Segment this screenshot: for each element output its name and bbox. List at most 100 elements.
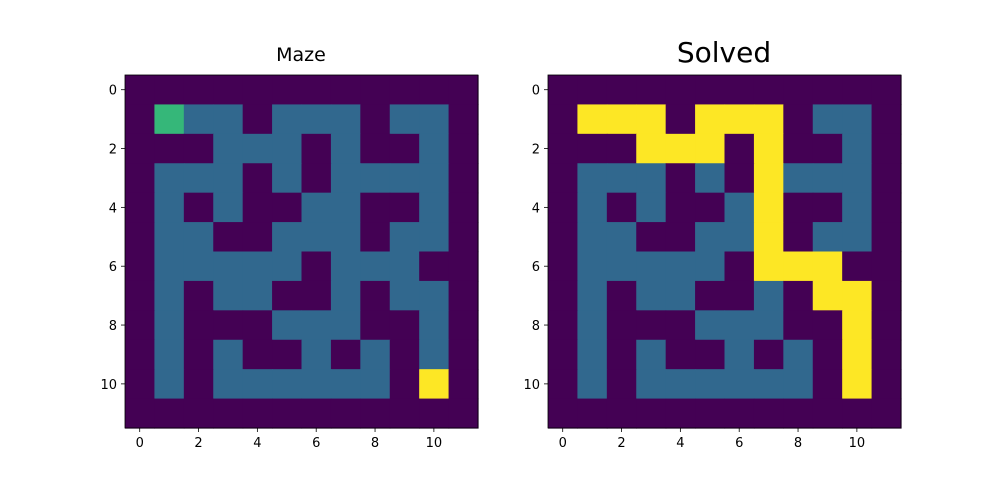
heatmap-cell-r2-c4 (243, 134, 273, 164)
heatmap-cell-r5-c8 (360, 222, 390, 252)
heatmap-cell-r7-c2 (607, 281, 637, 311)
heatmap-cell-r2-c5 (272, 134, 302, 164)
heatmap-cell-r5-c1 (577, 222, 607, 252)
heatmap-cell-r5-c10 (419, 222, 449, 252)
heatmap-cell-r3-c7 (754, 163, 784, 193)
heatmap-cell-r4-c7 (331, 193, 361, 223)
heatmap-cell-r5-c4 (666, 222, 696, 252)
heatmap-cell-r1-c2 (184, 104, 214, 134)
heatmap-cell-r4-c1 (577, 193, 607, 223)
heatmap-cell-r4-c2 (607, 193, 637, 223)
heatmap-cell-r6-c3 (213, 252, 243, 282)
heatmap-cell-r2-c1 (577, 134, 607, 164)
heatmap-cell-r10-c3 (213, 369, 243, 399)
heatmap-cell-r4-c10 (419, 193, 449, 223)
heatmap-cell-r6-c9 (813, 252, 843, 282)
heatmap-cell-r11-c4 (666, 399, 696, 429)
heatmap-cell-r1-c10 (419, 104, 449, 134)
heatmap-cell-r11-c9 (813, 399, 843, 429)
heatmap-cell-r9-c11 (449, 340, 479, 370)
heatmap-cell-r4-c4 (666, 193, 696, 223)
heatmap-cell-r7-c7 (754, 281, 784, 311)
heatmap-cell-r0-c7 (331, 75, 361, 105)
heatmap-cell-r0-c8 (783, 75, 813, 105)
x-tick-label: 8 (794, 436, 802, 451)
heatmap-cell-r6-c7 (331, 252, 361, 282)
heatmap-cell-r3-c3 (213, 163, 243, 193)
y-tick-label: 0 (109, 84, 117, 99)
heatmap-cell-r5-c5 (272, 222, 302, 252)
heatmap-cell-r8-c0 (548, 310, 578, 340)
heatmap-cell-r3-c9 (813, 163, 843, 193)
heatmap-cell-r3-c2 (184, 163, 214, 193)
heatmap-cell-r7-c0 (125, 281, 155, 311)
heatmap-cell-r8-c8 (783, 310, 813, 340)
y-tick-label: 8 (532, 319, 540, 334)
heatmap-cell-r2-c1 (154, 134, 184, 164)
heatmap-cell-r5-c6 (725, 222, 755, 252)
heatmap-cell-r5-c9 (390, 222, 420, 252)
heatmap-cell-r7-c10 (419, 281, 449, 311)
heatmap-cell-r3-c4 (666, 163, 696, 193)
heatmap-cell-r2-c6 (725, 134, 755, 164)
heatmap-cell-r1-c4 (243, 104, 273, 134)
y-tick-label: 2 (109, 143, 117, 158)
y-tick-label: 8 (109, 319, 117, 334)
heatmap-cell-r5-c1 (154, 222, 184, 252)
heatmap-cell-r11-c2 (184, 399, 214, 429)
heatmap-cell-r7-c4 (666, 281, 696, 311)
heatmap-cell-r7-c2 (184, 281, 214, 311)
heatmap-cell-r0-c4 (243, 75, 273, 105)
heatmap-cell-r1-c2 (607, 104, 637, 134)
heatmap-cell-r7-c1 (154, 281, 184, 311)
heatmap-cell-r8-c4 (666, 310, 696, 340)
heatmap-cell-r2-c3 (636, 134, 666, 164)
heatmap-cell-r9-c7 (331, 340, 361, 370)
heatmap-cell-r11-c8 (783, 399, 813, 429)
heatmap-cell-r3-c1 (154, 163, 184, 193)
y-tick-label: 4 (109, 201, 117, 216)
heatmap-cell-r0-c2 (607, 75, 637, 105)
heatmap-cell-r0-c4 (666, 75, 696, 105)
heatmap-cell-r0-c9 (813, 75, 843, 105)
heatmap-cell-r4-c3 (636, 193, 666, 223)
heatmap-cell-r11-c3 (213, 399, 243, 429)
heatmap-cell-r5-c7 (331, 222, 361, 252)
heatmap-cell-r1-c4 (666, 104, 696, 134)
heatmap-cell-r7-c3 (213, 281, 243, 311)
heatmap-cell-r6-c10 (419, 252, 449, 282)
heatmap-cell-r6-c0 (548, 252, 578, 282)
heatmap-cell-r3-c6 (725, 163, 755, 193)
heatmap-cell-r7-c4 (243, 281, 273, 311)
heatmap-cell-r9-c5 (695, 340, 725, 370)
y-tick-label: 10 (100, 378, 117, 393)
heatmap-cell-r6-c4 (243, 252, 273, 282)
heatmap-cell-r5-c11 (872, 222, 902, 252)
heatmap-cell-r10-c7 (331, 369, 361, 399)
heatmap-cell-r2-c5 (695, 134, 725, 164)
heatmap-cell-r3-c5 (695, 163, 725, 193)
heatmap-cell-r4-c8 (783, 193, 813, 223)
heatmap-cell-r11-c11 (872, 399, 902, 429)
heatmap-cell-r4-c5 (272, 193, 302, 223)
heatmap-cell-r2-c0 (125, 134, 155, 164)
heatmap-cell-r4-c0 (125, 193, 155, 223)
heatmap-cell-r2-c2 (607, 134, 637, 164)
x-tick-label: 2 (194, 436, 202, 451)
heatmap-cell-r9-c8 (360, 340, 390, 370)
heatmap-cell-r9-c9 (390, 340, 420, 370)
x-tick-label: 2 (617, 436, 625, 451)
heatmap-cell-r4-c6 (302, 193, 332, 223)
heatmap-cell-r6-c6 (725, 252, 755, 282)
heatmap-cell-r2-c8 (360, 134, 390, 164)
heatmap-cell-r6-c11 (872, 252, 902, 282)
heatmap-cell-r7-c6 (302, 281, 332, 311)
heatmap-cell-r1-c8 (783, 104, 813, 134)
heatmap-cell-r10-c7 (754, 369, 784, 399)
heatmap-cell-r10-c6 (302, 369, 332, 399)
heatmap-cell-r9-c8 (783, 340, 813, 370)
heatmap-cell-r10-c8 (360, 369, 390, 399)
heatmap-cell-r1-c7 (754, 104, 784, 134)
heatmap-cell-r10-c3 (636, 369, 666, 399)
heatmap-cell-r7-c0 (548, 281, 578, 311)
